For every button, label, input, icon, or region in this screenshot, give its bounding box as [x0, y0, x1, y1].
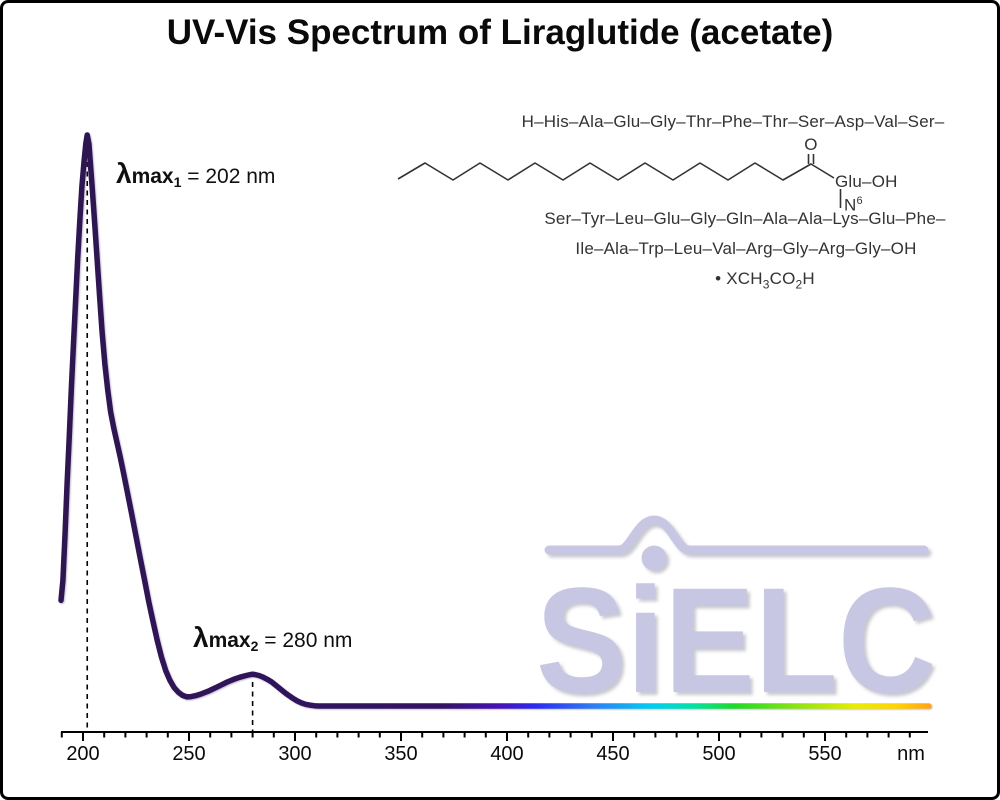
x-axis-tick-label: 550 — [808, 743, 841, 765]
logo-text: SiELC — [536, 556, 936, 724]
lambda-glyph: λ — [193, 622, 209, 653]
acetate-part: CO — [769, 269, 796, 288]
x-axis-tick-label: 350 — [384, 743, 417, 765]
sielc-watermark-logo: SiELC — [536, 515, 936, 724]
peptide-sequence-line1: H–His–Ala–Glu–Gly–Thr–Phe–Thr–Ser–Asp–Va… — [521, 112, 945, 131]
max-value: = 202 nm — [181, 165, 276, 188]
alkyl-zigzag-bond — [397, 162, 835, 181]
fatty-acid-chain — [397, 154, 842, 208]
x-axis-unit-label: nm — [897, 743, 925, 765]
carbonyl-oxygen-label: O — [804, 135, 818, 154]
acetate-part: • XCH — [715, 269, 763, 288]
max-word: max — [208, 629, 251, 652]
acetate-formula: • XCH3CO2H — [715, 269, 815, 294]
max-value: = 280 nm — [258, 629, 353, 652]
chromatogram-peak-icon — [544, 515, 929, 555]
x-axis: 200 250 300 350 400 450 500 550 nm — [60, 731, 928, 765]
spectrum-plot: SiELC 200 250 300 350 400 450 500 550 nm — [58, 132, 936, 765]
n6-letter: N — [844, 195, 857, 215]
x-axis-tick-label: 450 — [596, 743, 629, 765]
acetate-sub: 2 — [795, 277, 803, 292]
n6-superscript: 6 — [856, 195, 863, 207]
x-axis-tick-label: 500 — [702, 743, 735, 765]
n6-label: N6 — [844, 191, 863, 216]
carbonyl-double-bond — [807, 154, 815, 164]
x-axis-tick-label: 300 — [278, 743, 311, 765]
page-title: UV-Vis Spectrum of Liraglutide (acetate) — [166, 13, 834, 52]
lambda-max-guides — [86, 143, 254, 731]
peptide-sequence-line3: Ile–Ala–Trp–Leu–Val–Arg–Gly–Arg–Gly–OH — [575, 239, 917, 258]
max-subscript: 2 — [250, 638, 259, 655]
x-axis-tick-label: 200 — [66, 743, 99, 765]
x-axis-tick-label: 400 — [490, 743, 523, 765]
max-subscript: 1 — [173, 174, 182, 191]
acetate-sub: 3 — [762, 277, 770, 292]
lambda-max-2-annotation: λmax2 = 280 nm — [193, 622, 352, 654]
absorbance-curve — [58, 132, 932, 709]
x-axis-tick-label: 250 — [172, 743, 205, 765]
lambda-glyph: λ — [116, 158, 132, 189]
glu-oh-label: Glu–OH — [835, 172, 898, 191]
lambda-max-1-annotation: λmax1 = 202 nm — [116, 158, 275, 190]
peptide-sequence-line2: Ser–Tyr–Leu–Glu–Gly–Gln–Ala–Ala–Lys–Glu–… — [544, 209, 946, 228]
logo-dot-icon — [641, 545, 667, 571]
max-word: max — [131, 165, 174, 188]
acetate-part: H — [802, 269, 815, 288]
